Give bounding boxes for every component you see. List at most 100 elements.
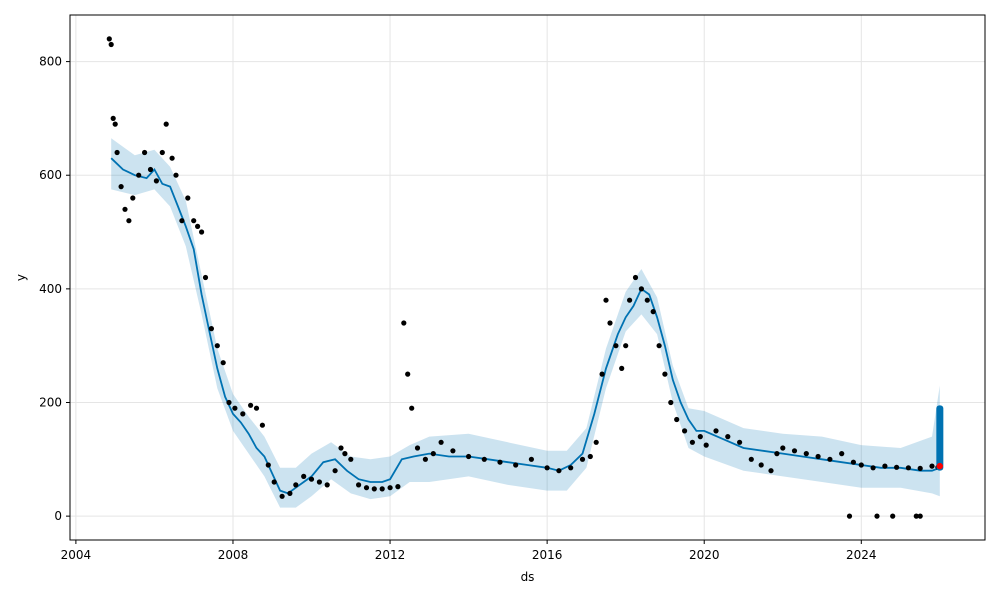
observed-point xyxy=(338,445,344,451)
y-tick-label: 0 xyxy=(54,509,62,523)
observed-point xyxy=(136,172,142,178)
observed-point xyxy=(147,166,154,173)
observed-point xyxy=(308,476,315,482)
observed-point xyxy=(348,456,354,462)
observed-point xyxy=(356,482,362,488)
observed-point xyxy=(142,149,148,156)
observed-point xyxy=(173,172,179,178)
uncertainty-band-area xyxy=(111,138,940,508)
observed-point xyxy=(199,229,205,235)
observed-point xyxy=(623,343,629,349)
observed-point xyxy=(371,486,377,492)
observed-point xyxy=(780,445,786,451)
observed-point xyxy=(163,121,169,127)
observed-point xyxy=(568,465,574,471)
y-tick-label: 400 xyxy=(39,282,62,296)
observed-point xyxy=(387,485,393,491)
forecast-line xyxy=(110,157,941,495)
observed-point xyxy=(409,405,415,411)
observed-point xyxy=(430,451,436,457)
forecast-column-group xyxy=(936,405,944,471)
observed-point xyxy=(528,456,535,462)
observed-point xyxy=(108,41,114,48)
outlier-point xyxy=(846,513,853,519)
observed-point xyxy=(130,195,136,201)
observed-point xyxy=(803,451,809,457)
grid xyxy=(70,15,985,540)
outlier-point xyxy=(890,513,896,519)
observed-point xyxy=(169,155,175,161)
highlight-point xyxy=(936,462,943,470)
x-tick-label: 2024 xyxy=(846,548,877,562)
observed-point xyxy=(279,493,285,499)
uncertainty-band xyxy=(111,138,940,508)
observed-point xyxy=(774,451,780,457)
observed-point xyxy=(401,320,407,326)
x-tick-label: 2020 xyxy=(689,548,720,562)
observed-point xyxy=(405,371,411,377)
x-tick-label: 2008 xyxy=(218,548,249,562)
observed-point xyxy=(153,178,159,184)
observed-point xyxy=(697,434,703,440)
observed-point xyxy=(179,218,185,224)
x-axis-label: ds xyxy=(521,570,535,584)
observed-point xyxy=(870,465,876,471)
observed-point xyxy=(422,456,428,462)
observed-point xyxy=(917,465,923,471)
outlier-point xyxy=(874,513,880,519)
observed-point xyxy=(450,448,456,454)
observed-point xyxy=(894,464,900,470)
observed-point xyxy=(293,482,299,488)
observed-point xyxy=(240,411,246,417)
observed-point xyxy=(159,149,165,156)
observed-point xyxy=(644,297,650,303)
observed-point xyxy=(122,206,128,212)
observed-point xyxy=(656,343,662,349)
observed-point xyxy=(662,371,668,377)
observed-point xyxy=(725,434,731,440)
observed-point xyxy=(332,468,338,474)
observed-point xyxy=(737,439,743,445)
observed-point xyxy=(414,445,421,451)
y-axis-ticks: 0 200 400 600 800 xyxy=(39,55,70,523)
observed-point xyxy=(758,462,764,468)
observed-point xyxy=(497,459,503,465)
observed-point xyxy=(850,459,857,465)
observed-point xyxy=(713,428,719,434)
plot-frame xyxy=(69,14,986,541)
observed-point xyxy=(287,490,293,496)
observed-point xyxy=(363,485,370,491)
observed-point xyxy=(248,402,254,408)
observed-point xyxy=(703,442,709,448)
forecast-column xyxy=(936,405,944,471)
x-tick-label: 2016 xyxy=(532,548,563,562)
observed-point xyxy=(905,465,912,471)
observed-point xyxy=(114,149,120,156)
observed-point xyxy=(579,456,586,462)
observed-point xyxy=(513,462,519,468)
observed-point xyxy=(791,448,798,454)
observed-point xyxy=(627,297,633,303)
observed-point xyxy=(253,405,260,411)
outlier-point xyxy=(917,513,923,519)
observed-point xyxy=(342,451,348,457)
observed-point xyxy=(607,320,613,326)
outlier-point xyxy=(913,513,919,519)
observed-point xyxy=(265,462,271,468)
observed-point xyxy=(929,463,935,469)
observed-point xyxy=(112,121,118,127)
observed-point xyxy=(839,451,845,457)
observed-point xyxy=(185,195,191,201)
observed-point xyxy=(379,486,385,492)
observed-point xyxy=(668,399,674,406)
observed-point xyxy=(858,462,864,468)
observed-point xyxy=(674,416,680,423)
observed-point xyxy=(438,439,444,445)
observed-point xyxy=(208,326,214,332)
observed-point xyxy=(118,184,124,190)
observed-point xyxy=(613,343,619,349)
observed-point xyxy=(882,463,888,469)
observed-points xyxy=(106,36,941,519)
observed-point xyxy=(603,297,609,303)
observed-point xyxy=(324,482,330,488)
